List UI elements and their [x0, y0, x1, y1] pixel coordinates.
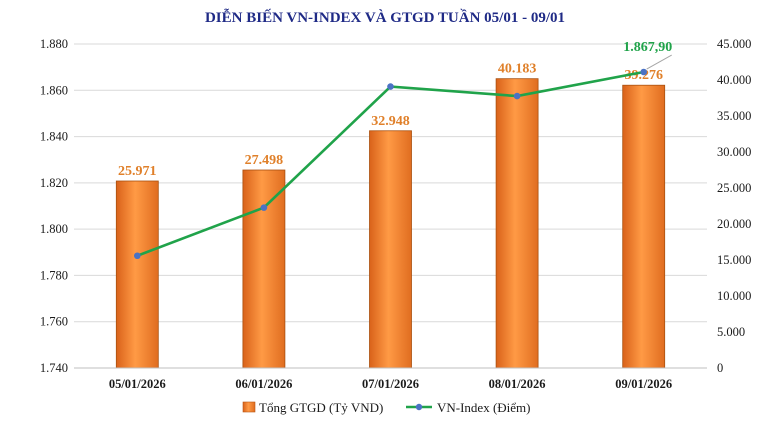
vn-index-point [387, 83, 394, 90]
right-tick-label: 10.000 [717, 289, 751, 303]
bar [622, 84, 666, 369]
bar [242, 169, 286, 369]
left-tick-label: 1.860 [40, 83, 68, 97]
right-tick-label: 0 [717, 361, 723, 375]
x-tick-label: 08/01/2026 [489, 377, 546, 391]
left-tick-label: 1.780 [40, 268, 68, 282]
legend-bar-swatch [242, 401, 256, 413]
vn-index-point [134, 252, 141, 260]
chart-title: DIỄN BIẾN VN-INDEX VÀ GTGD TUẦN 05/01 - … [205, 8, 565, 26]
right-tick-label: 5.000 [717, 325, 745, 339]
left-tick-label: 1.820 [40, 176, 68, 190]
right-tick-label: 25.000 [717, 181, 751, 195]
bar-value-label: 40.183 [498, 62, 537, 77]
line-series: 1.867,90 [134, 40, 672, 260]
bar-value-label: 32.948 [371, 114, 410, 129]
bar [495, 78, 539, 369]
x-tick-label: 09/01/2026 [615, 377, 672, 391]
bar-value-label: 25.971 [118, 164, 157, 179]
right-tick-label: 35.000 [717, 109, 751, 123]
right-tick-label: 20.000 [717, 217, 751, 231]
right-tick-label: 15.000 [717, 253, 751, 267]
right-tick-label: 40.000 [717, 73, 751, 87]
x-tick-label: 07/01/2026 [362, 377, 419, 391]
left-axis: 1.740 1.760 1.780 1.800 1.820 1.840 1.860 1.880 [40, 37, 68, 375]
left-tick-label: 1.800 [40, 222, 68, 236]
left-tick-label: 1.760 [40, 315, 68, 329]
right-axis: 0 5.000 10.000 15.000 20.000 25.000 30.000 35.0… [717, 37, 751, 375]
vn-index-point [260, 204, 268, 211]
bar [369, 130, 412, 369]
x-tick-label: 06/01/2026 [235, 377, 292, 391]
right-tick-label: 45.000 [717, 37, 751, 51]
vn-index-point [513, 92, 521, 100]
bar-value-label: 27.498 [245, 153, 284, 168]
left-tick-label: 1.840 [40, 130, 68, 144]
vn-index-value-label: 1.867,90 [623, 40, 672, 55]
left-tick-label: 1.880 [40, 37, 68, 51]
vn-index-point [640, 68, 647, 76]
x-axis: 05/01/2026 06/01/2026 07/01/2026 08/01/2026… [74, 367, 707, 391]
right-tick-label: 30.000 [717, 145, 751, 159]
legend-line-label: VN-Index (Điểm) [437, 400, 531, 415]
bar-series: 25.971 27.498 32.948 40.183 39.276 [115, 62, 666, 369]
bar-value-label: 39.276 [624, 68, 663, 83]
left-tick-label: 1.740 [40, 361, 68, 375]
legend-line-marker [415, 403, 423, 411]
x-tick-label: 05/01/2026 [109, 377, 166, 391]
bar [115, 180, 159, 369]
callout-leader [646, 54, 672, 70]
legend: Tổng GTGD (Tỷ VND) VN-Index (Điểm) [242, 400, 531, 415]
legend-bar-label: Tổng GTGD (Tỷ VND) [259, 400, 383, 415]
